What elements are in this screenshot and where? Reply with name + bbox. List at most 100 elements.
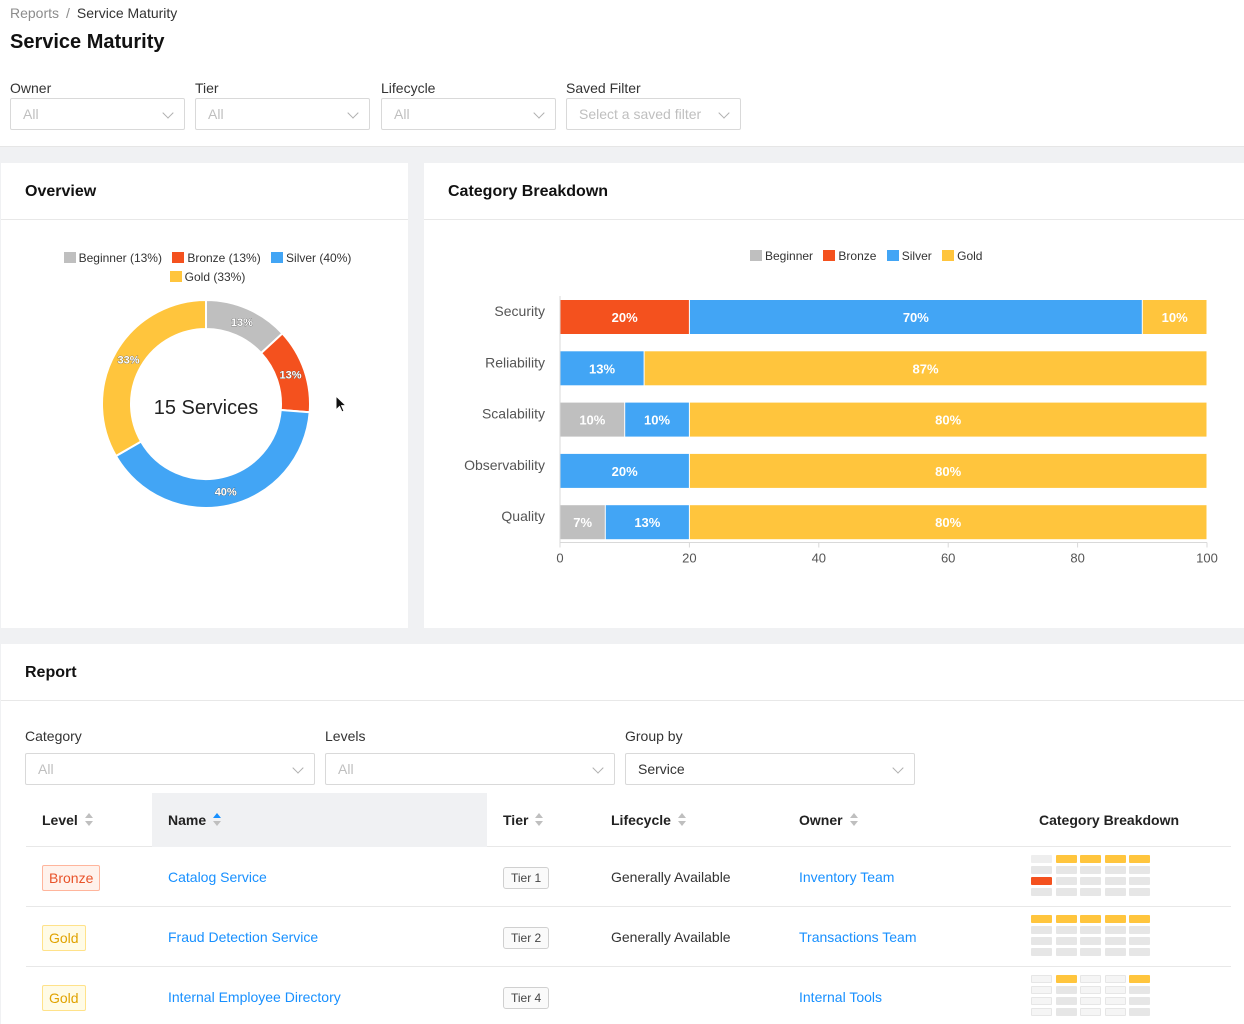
category-filter-label: Category bbox=[25, 728, 82, 744]
heatmap-cell bbox=[1055, 877, 1077, 885]
bar-segment-silver[interactable] bbox=[560, 351, 644, 386]
tier-select[interactable]: All bbox=[195, 98, 370, 130]
owner-link[interactable]: Transactions Team bbox=[799, 929, 917, 945]
tier-badge: Tier 4 bbox=[503, 987, 550, 1010]
owner-select[interactable]: All bbox=[10, 98, 185, 130]
legend-label: Bronze bbox=[838, 249, 877, 263]
table-row[interactable]: Gold Fraud Detection Service Tier 2 Gene… bbox=[26, 907, 1231, 967]
category-breakdown-heatmap bbox=[1031, 915, 1151, 959]
heatmap-cell bbox=[1080, 915, 1101, 923]
table-row[interactable]: Bronze Catalog Service Tier 1 Generally … bbox=[26, 847, 1231, 907]
column-header-name[interactable]: Name bbox=[152, 793, 487, 847]
service-link[interactable]: Catalog Service bbox=[168, 869, 267, 885]
tier-filter-label: Tier bbox=[195, 80, 219, 96]
column-header-lifecycle[interactable]: Lifecycle bbox=[595, 793, 783, 847]
legend-item-gold[interactable]: Gold (33%) bbox=[169, 268, 245, 287]
heatmap-cell bbox=[1129, 975, 1150, 983]
heatmap-cell bbox=[1031, 888, 1052, 896]
heatmap-cell bbox=[1055, 926, 1077, 934]
bar-segment-silver[interactable] bbox=[689, 300, 1142, 334]
bar-segment-gold[interactable] bbox=[689, 505, 1207, 540]
bar-segment-silver[interactable] bbox=[560, 453, 689, 488]
table-row[interactable]: Gold Internal Employee Directory Tier 4 … bbox=[26, 967, 1231, 1024]
sort-icon[interactable] bbox=[677, 813, 687, 827]
lifecycle-select[interactable]: All bbox=[381, 98, 556, 130]
y-category-label: Reliability bbox=[485, 354, 545, 370]
heatmap-cell bbox=[1031, 866, 1052, 874]
heatmap-cell bbox=[1104, 937, 1126, 945]
levels-select[interactable]: All bbox=[325, 753, 615, 785]
bar-segment-bronze[interactable] bbox=[560, 300, 689, 334]
heatmap-cell bbox=[1031, 986, 1052, 994]
bar-segment-beginner[interactable] bbox=[560, 402, 625, 437]
heatmap-cell bbox=[1104, 986, 1126, 994]
bar-data-label: 80% bbox=[935, 515, 961, 530]
owner-link[interactable]: Inventory Team bbox=[799, 869, 895, 885]
owner-filter-label: Owner bbox=[10, 80, 52, 96]
owner-link[interactable]: Internal Tools bbox=[799, 989, 883, 1005]
legend-swatch bbox=[886, 250, 899, 261]
donut-slice-label: 13% bbox=[231, 317, 253, 329]
donut-slice-gold[interactable] bbox=[101, 298, 207, 458]
lifecycle-select-value: All bbox=[394, 106, 410, 122]
legend-swatch bbox=[63, 252, 76, 263]
bar-segment-gold[interactable] bbox=[689, 453, 1207, 488]
heatmap-cell bbox=[1080, 926, 1101, 934]
legend-item-bronze[interactable]: Bronze (13%) bbox=[172, 249, 261, 268]
category-select[interactable]: All bbox=[25, 753, 315, 785]
lifecycle-cell: Generally Available bbox=[611, 929, 731, 945]
category-select-value: All bbox=[38, 761, 54, 777]
service-link[interactable]: Fraud Detection Service bbox=[168, 929, 319, 945]
heatmap-cell bbox=[1104, 1008, 1126, 1016]
owner-cell: Inventory Team bbox=[783, 847, 894, 907]
category-filter: Category All bbox=[25, 727, 315, 785]
y-category-label: Scalability bbox=[482, 406, 545, 422]
sort-icon[interactable] bbox=[84, 813, 94, 827]
legend-item-silver[interactable]: Silver (40%) bbox=[271, 249, 351, 268]
legend-item-gold[interactable]: Gold bbox=[942, 249, 982, 263]
overview-legend: Beginner (13%) Bronze (13%) Silver (40%)… bbox=[51, 249, 371, 287]
legend-label: Silver bbox=[901, 249, 932, 263]
column-header-tier[interactable]: Tier bbox=[487, 793, 595, 847]
heatmap-cell bbox=[1104, 975, 1126, 983]
group-by-select[interactable]: Service bbox=[625, 753, 915, 785]
legend-item-beginner[interactable]: Beginner (13%) bbox=[63, 249, 162, 268]
heatmap-cell bbox=[1031, 1008, 1052, 1016]
tier-badge: Tier 2 bbox=[503, 927, 550, 950]
lifecycle-cell bbox=[595, 967, 611, 1024]
level-badge: Bronze bbox=[42, 865, 101, 892]
group-by-filter: Group by Service bbox=[625, 727, 915, 785]
legend-item-silver[interactable]: Silver bbox=[886, 249, 932, 263]
heatmap-cell bbox=[1129, 986, 1150, 994]
heatmap-cell bbox=[1055, 855, 1077, 863]
legend-item-bronze[interactable]: Bronze bbox=[823, 249, 876, 263]
saved-filter-select[interactable]: Select a saved filter bbox=[566, 98, 741, 130]
heatmap-cell bbox=[1055, 888, 1077, 896]
sort-icon[interactable] bbox=[534, 813, 544, 827]
bar-segment-gold[interactable] bbox=[689, 402, 1207, 437]
column-header-level[interactable]: Level bbox=[26, 793, 152, 847]
sort-ascending-icon[interactable] bbox=[212, 813, 222, 827]
bar-segment-gold[interactable] bbox=[644, 351, 1207, 386]
levels-select-value: All bbox=[338, 761, 354, 777]
heatmap-cell bbox=[1031, 937, 1052, 945]
breadcrumb-reports-link[interactable]: Reports bbox=[10, 5, 60, 21]
column-header-owner[interactable]: Owner bbox=[783, 793, 1023, 847]
bar-segment-silver[interactable] bbox=[605, 505, 689, 540]
donut-slice-label: 13% bbox=[280, 370, 302, 382]
service-link[interactable]: Internal Employee Directory bbox=[168, 989, 341, 1005]
heatmap-cell bbox=[1104, 877, 1126, 885]
heatmap-cell bbox=[1104, 915, 1126, 923]
sort-icon[interactable] bbox=[849, 813, 859, 827]
donut-slice-silver[interactable] bbox=[114, 408, 311, 509]
heatmap-cell bbox=[1080, 855, 1101, 863]
bar-segment-gold[interactable] bbox=[1142, 300, 1207, 334]
report-title: Report bbox=[1, 644, 1244, 701]
bar-segment-silver[interactable] bbox=[625, 402, 689, 437]
chevron-down-icon bbox=[533, 107, 545, 119]
heatmap-cell bbox=[1055, 986, 1077, 994]
heatmap-cell bbox=[1031, 855, 1052, 863]
heatmap-cell bbox=[1055, 948, 1077, 956]
bar-segment-beginner[interactable] bbox=[560, 505, 605, 540]
legend-item-beginner[interactable]: Beginner bbox=[750, 249, 813, 263]
